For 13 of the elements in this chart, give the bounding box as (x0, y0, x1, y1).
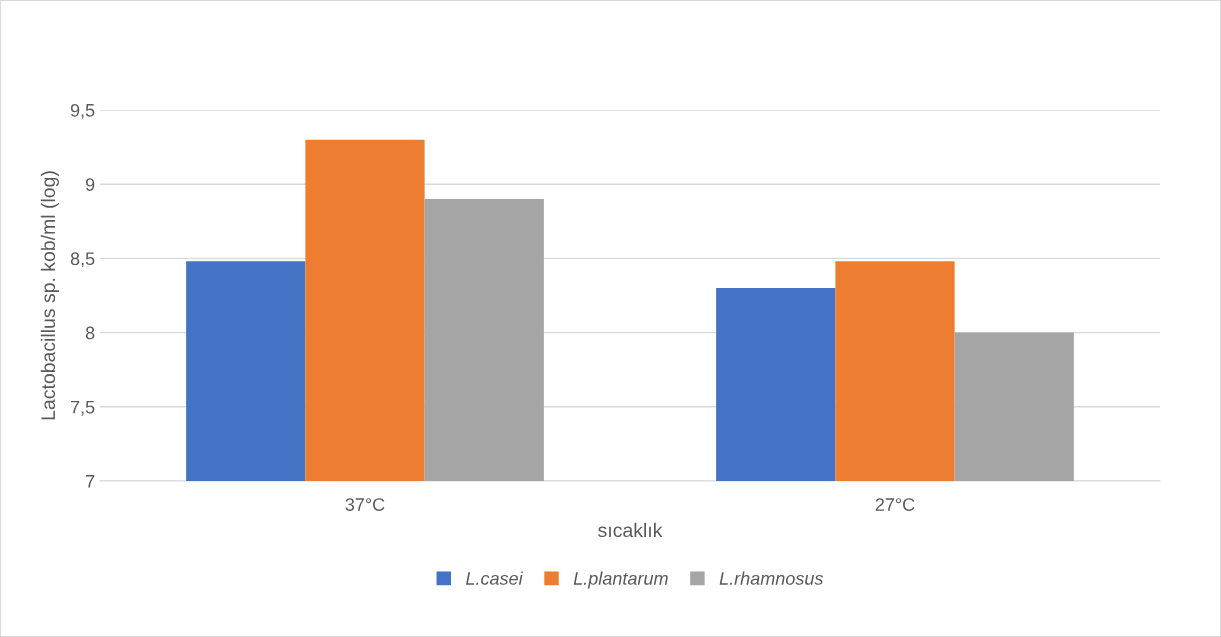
y-tick-label: 7 (86, 475, 95, 488)
x-axis-title: sıcaklık (598, 522, 663, 538)
y-tick-label: 7,5 (70, 400, 95, 416)
y-tick-label: 9,5 (70, 103, 95, 119)
legend-label: L.rhamnosus (719, 571, 824, 585)
y-tick-label: 9 (85, 178, 95, 191)
y-axis-title: Lactobacillus sp. kob/ml (log) (40, 171, 59, 420)
y-tick-label: 8 (85, 326, 95, 340)
x-tick-label: 37°C (345, 498, 385, 511)
y-tick-label: 8,5 (70, 252, 95, 268)
x-tick-label: 27°C (875, 498, 915, 511)
legend-label: L.plantarum (573, 571, 668, 589)
legend-label: L.casei (465, 571, 524, 585)
